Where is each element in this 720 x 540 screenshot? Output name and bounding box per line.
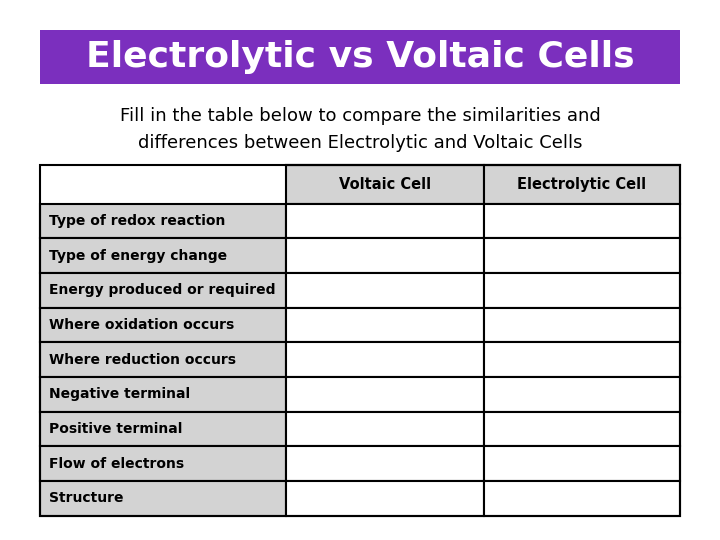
Text: Where reduction occurs: Where reduction occurs	[49, 353, 236, 367]
Bar	[40, 273, 287, 308]
Bar	[40, 377, 287, 411]
Bar	[287, 447, 484, 481]
Bar	[40, 342, 287, 377]
Bar	[40, 204, 287, 238]
Text: Flow of electrons: Flow of electrons	[49, 457, 184, 471]
Bar	[40, 238, 287, 273]
Bar	[40, 447, 287, 481]
Bar	[287, 481, 484, 516]
Text: Type of redox reaction: Type of redox reaction	[49, 214, 225, 228]
Text: Positive terminal: Positive terminal	[49, 422, 182, 436]
Bar	[40, 481, 287, 516]
Bar	[287, 342, 484, 377]
Text: Fill in the table below to compare the similarities and: Fill in the table below to compare the s…	[120, 107, 600, 125]
Text: Voltaic Cell: Voltaic Cell	[339, 177, 431, 192]
Bar	[484, 447, 680, 481]
Bar	[484, 238, 680, 273]
Bar	[287, 273, 484, 308]
Bar	[484, 165, 680, 204]
Bar	[287, 411, 484, 447]
Text: Where oxidation occurs: Where oxidation occurs	[49, 318, 234, 332]
Bar	[484, 204, 680, 238]
Bar	[484, 411, 680, 447]
Bar	[40, 30, 680, 84]
Bar	[484, 308, 680, 342]
Bar	[287, 204, 484, 238]
Text: Structure: Structure	[49, 491, 123, 505]
Bar	[287, 238, 484, 273]
Text: Type of energy change: Type of energy change	[49, 248, 227, 262]
Bar	[287, 377, 484, 411]
Bar	[40, 165, 287, 204]
Text: Energy produced or required: Energy produced or required	[49, 284, 276, 298]
Bar	[287, 308, 484, 342]
Bar	[484, 342, 680, 377]
Text: Electrolytic vs Voltaic Cells: Electrolytic vs Voltaic Cells	[86, 40, 634, 73]
Text: differences between Electrolytic and Voltaic Cells: differences between Electrolytic and Vol…	[138, 134, 582, 152]
Bar	[484, 377, 680, 411]
Text: Negative terminal: Negative terminal	[49, 387, 190, 401]
Text: Electrolytic Cell: Electrolytic Cell	[518, 177, 647, 192]
Bar	[40, 308, 287, 342]
Bar	[287, 165, 484, 204]
Bar	[40, 165, 680, 516]
Bar	[484, 273, 680, 308]
Bar	[484, 481, 680, 516]
Bar	[40, 411, 287, 447]
